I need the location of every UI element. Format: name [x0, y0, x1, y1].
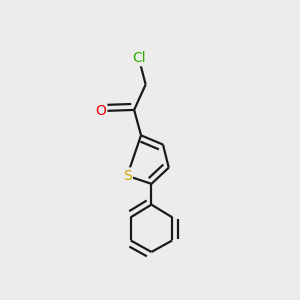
Text: O: O [95, 104, 106, 118]
Text: S: S [123, 169, 132, 183]
Text: Cl: Cl [132, 51, 146, 65]
